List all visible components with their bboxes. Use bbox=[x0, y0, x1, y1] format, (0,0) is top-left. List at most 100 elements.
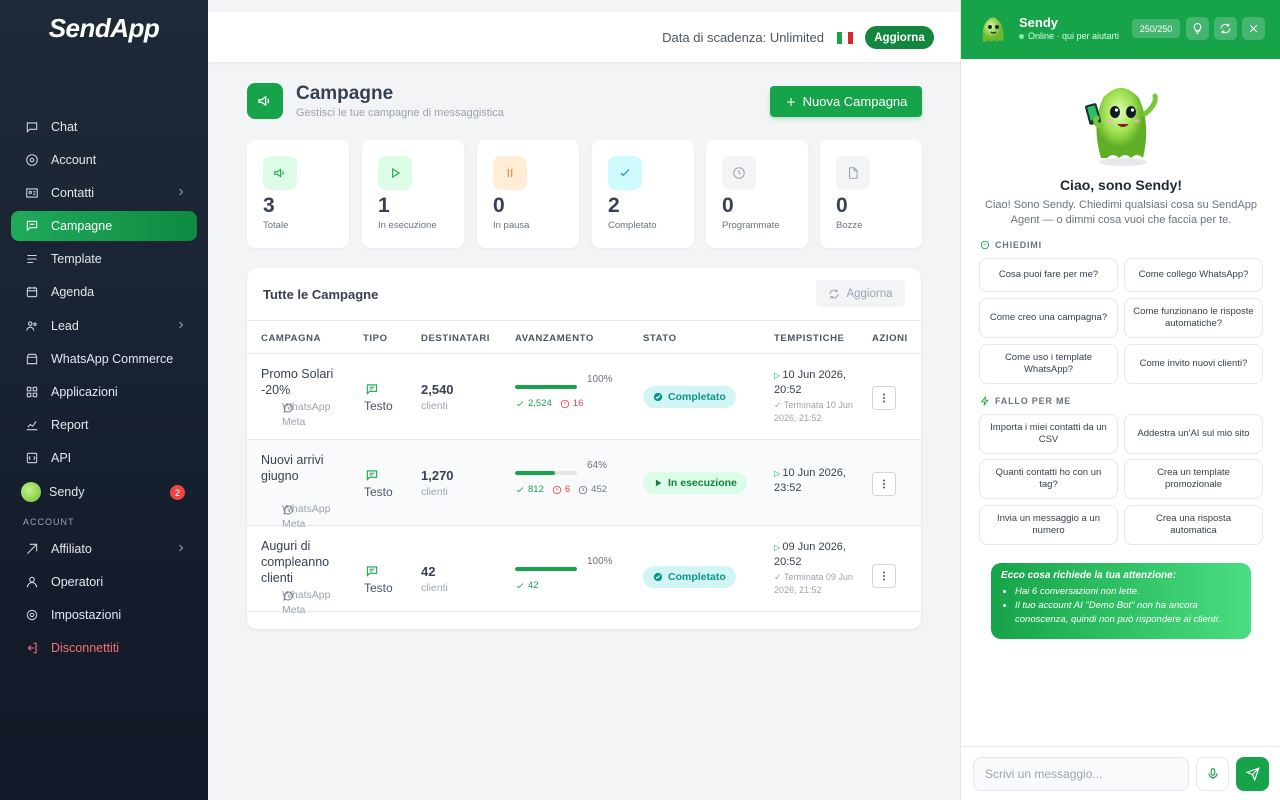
megaphone-icon bbox=[263, 156, 297, 190]
table-row[interactable]: Promo Solari -20% WhatsApp Meta Testo 2,… bbox=[247, 354, 921, 440]
report-icon bbox=[25, 418, 39, 432]
sidebar-item-report[interactable]: Report bbox=[11, 410, 197, 440]
upgrade-button[interactable]: Aggiorna bbox=[865, 26, 934, 49]
suggestion-chip[interactable]: Come funzionano le risposte automatiche? bbox=[1124, 298, 1263, 338]
suggestion-chip[interactable]: Quanti contatti ho con un tag? bbox=[979, 459, 1118, 499]
recipients-unit: clienti bbox=[421, 486, 448, 498]
progress-bar bbox=[515, 567, 577, 571]
check-icon bbox=[516, 582, 524, 588]
start-time: ▷ 10 Jun 2026, 23:52 bbox=[774, 467, 846, 494]
sidebar-item-label: Template bbox=[51, 252, 102, 266]
progress-percent: 100% bbox=[587, 374, 613, 385]
suggestion-chip[interactable]: Come collego WhatsApp? bbox=[1124, 258, 1263, 292]
sidebar-item-whatsapp-commerce[interactable]: WhatsApp Commerce bbox=[11, 344, 197, 374]
campaigns-icon bbox=[25, 219, 39, 233]
sidebar-item-label: Contatti bbox=[51, 186, 95, 200]
table-row[interactable]: Auguri di compleanno clienti WhatsApp Me… bbox=[247, 526, 921, 616]
sendy-header: Sendy Online · qui per aiutarti 250/250 bbox=[961, 0, 1280, 59]
calendar-icon bbox=[25, 285, 39, 299]
failed-value: 16 bbox=[572, 398, 584, 409]
suggestion-chip[interactable]: Come invito nuovi clienti? bbox=[1124, 344, 1263, 384]
suggestion-chip[interactable]: Addestra un'AI sul mio sito bbox=[1124, 414, 1263, 454]
shop-icon bbox=[25, 352, 39, 366]
send-button[interactable] bbox=[1236, 757, 1269, 791]
message-input[interactable] bbox=[973, 757, 1189, 791]
suggestion-chip[interactable]: Crea una risposta automatica bbox=[1124, 505, 1263, 545]
chevron-right-icon bbox=[175, 319, 187, 331]
sidebar-item-lead[interactable]: Lead bbox=[11, 311, 197, 341]
status-badge: Completato bbox=[643, 386, 736, 408]
ask-section-label: CHIEDIMI bbox=[980, 240, 1042, 250]
plus-icon bbox=[786, 97, 795, 106]
message-icon bbox=[365, 382, 379, 396]
new-campaign-button[interactable]: Nuova Campagna bbox=[770, 86, 922, 117]
suggestion-chip[interactable]: Importa i miei contatti da un CSV bbox=[979, 414, 1118, 454]
platform-label: WhatsApp Meta bbox=[282, 401, 331, 428]
stat-card-totale[interactable]: 3 Totale bbox=[247, 140, 349, 248]
microphone-button[interactable] bbox=[1196, 757, 1229, 791]
sidebar-item-template[interactable]: Template bbox=[11, 244, 197, 274]
sendy-status-text: Online · qui per aiutarti bbox=[1028, 31, 1120, 41]
close-panel-button[interactable] bbox=[1242, 17, 1265, 40]
sidebar-item-disconnettiti[interactable]: Disconnettiti bbox=[11, 633, 197, 663]
sidebar-item-api[interactable]: API bbox=[11, 443, 197, 473]
pending-value: 452 bbox=[591, 484, 608, 495]
stat-value: 3 bbox=[263, 194, 275, 217]
check-icon: ✓ bbox=[774, 400, 784, 410]
suggestion-chip[interactable]: Come creo una campagna? bbox=[979, 298, 1118, 338]
sent-value: 812 bbox=[528, 484, 544, 495]
stat-card-in-esecuzione[interactable]: 1 In esecuzione bbox=[362, 140, 464, 248]
table-row[interactable]: Nuovi arrivi giugno WhatsApp Meta Testo … bbox=[247, 440, 921, 530]
stat-card-programmate[interactable]: 0 Programmate bbox=[706, 140, 808, 248]
campaign-name[interactable]: Nuovi arrivi giugno bbox=[261, 453, 324, 483]
row-actions-button[interactable] bbox=[872, 472, 896, 496]
sidebar-item-operatori[interactable]: Operatori bbox=[11, 567, 197, 597]
table-title: Tutte le Campagne bbox=[263, 287, 379, 302]
operators-icon bbox=[25, 575, 39, 589]
sidebar-item-campagne[interactable]: Campagne bbox=[11, 211, 197, 241]
app-logo[interactable]: SendApp bbox=[48, 12, 160, 43]
italian-flag-icon[interactable] bbox=[837, 32, 853, 44]
stat-card-completato[interactable]: 2 Completato bbox=[592, 140, 694, 248]
alert-circle-icon bbox=[560, 399, 569, 408]
lightbulb-button[interactable] bbox=[1186, 17, 1209, 40]
col-timing[interactable]: TEMPISTICHE bbox=[774, 333, 845, 344]
sidebar-item-impostazioni[interactable]: Impostazioni bbox=[11, 600, 197, 630]
whatsapp-icon bbox=[263, 504, 293, 516]
failed-count: 16 bbox=[560, 398, 584, 409]
clock-icon bbox=[578, 485, 588, 494]
col-status[interactable]: STATO bbox=[643, 333, 677, 344]
stat-value: 2 bbox=[608, 194, 620, 217]
end-time: ✓ Terminata 09 Jun 2026, 21:52 bbox=[774, 571, 854, 597]
col-recipients[interactable]: DESTINATARI bbox=[421, 333, 491, 344]
sidebar-item-contatti[interactable]: Contatti bbox=[11, 178, 197, 208]
sidebar-item-account[interactable]: Account bbox=[11, 145, 197, 175]
campaign-name[interactable]: Promo Solari -20% bbox=[261, 367, 334, 397]
refresh-button[interactable]: Aggiorna bbox=[816, 280, 905, 307]
sidebar-item-sendy[interactable]: Sendy 2 bbox=[11, 477, 197, 507]
sidebar-item-agenda[interactable]: Agenda bbox=[11, 277, 197, 307]
stat-card-in-pausa[interactable]: 0 In pausa bbox=[477, 140, 579, 248]
campaign-name[interactable]: Auguri di compleanno clienti bbox=[261, 539, 330, 585]
reset-chat-button[interactable] bbox=[1214, 17, 1237, 40]
whatsapp-icon bbox=[263, 402, 293, 414]
type-label: Testo bbox=[364, 485, 393, 499]
play-icon bbox=[655, 479, 662, 487]
suggestion-chip[interactable]: Crea un template promozionale bbox=[1124, 459, 1263, 499]
row-actions-button[interactable] bbox=[872, 564, 896, 588]
stat-card-bozze[interactable]: 0 Bozze bbox=[820, 140, 922, 248]
sidebar-item-applicazioni[interactable]: Applicazioni bbox=[11, 377, 197, 407]
progress-fill bbox=[515, 471, 555, 475]
suggestion-chip[interactable]: Invia un messaggio a un numero bbox=[979, 505, 1118, 545]
col-campaign[interactable]: CAMPAGNA bbox=[261, 333, 322, 344]
attention-message: Ecco cosa richiede la tua attenzione: Ha… bbox=[991, 563, 1251, 639]
row-actions-button[interactable] bbox=[872, 386, 896, 410]
stat-value: 0 bbox=[836, 194, 848, 217]
sidebar-item-affiliato[interactable]: Affiliato bbox=[11, 534, 197, 564]
suggestion-chip[interactable]: Cosa puoi fare per me? bbox=[979, 258, 1118, 292]
suggestion-chip[interactable]: Come uso i template WhatsApp? bbox=[979, 344, 1118, 384]
col-type[interactable]: TIPO bbox=[363, 333, 388, 344]
recipients-unit: clienti bbox=[421, 400, 448, 412]
sidebar-item-chat[interactable]: Chat bbox=[11, 112, 197, 142]
col-progress[interactable]: AVANZAMENTO bbox=[515, 333, 594, 344]
